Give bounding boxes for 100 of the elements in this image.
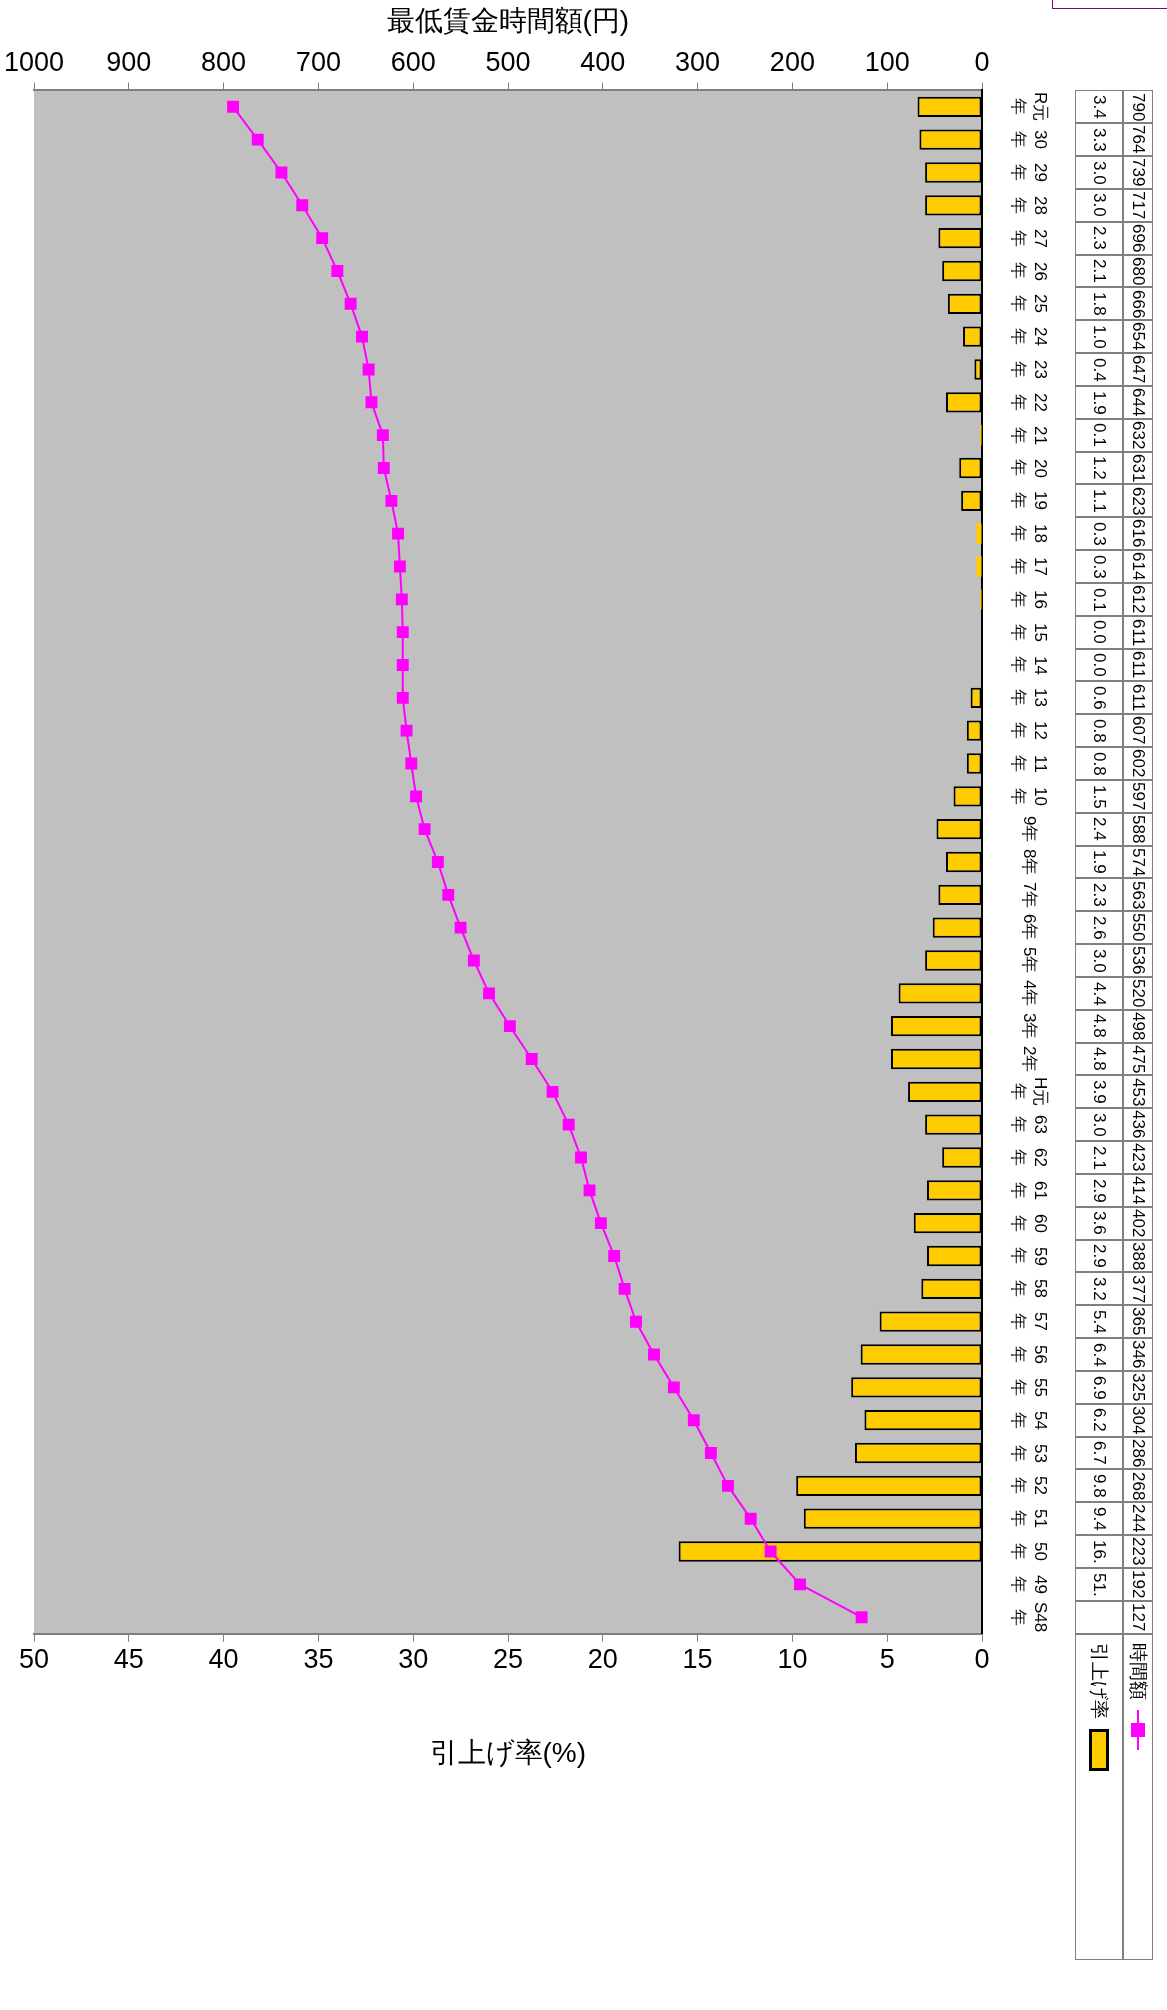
x-tick-label: 30 [398,1644,429,1675]
point [575,1151,587,1164]
y-tick-label: 28年 [1007,194,1051,217]
data-label: 0.6 [1075,681,1123,715]
point [376,429,389,442]
y-tick-label: 15年 [1007,621,1051,644]
data-label: 680 [1123,254,1153,288]
y-tick-label: 16年 [1007,588,1051,611]
data-label: 597 [1123,779,1153,813]
y-tick-label: 6年 [1018,913,1040,943]
data-label: 717 [1123,188,1153,222]
data-label: 9.8 [1075,1469,1123,1503]
data-label: 453 [1123,1075,1153,1109]
y-tick-label: 25年 [1007,293,1051,316]
point [483,987,495,1000]
data-label: 4.4 [1075,976,1123,1010]
data-label: 3.0 [1075,944,1123,977]
data-label: 304 [1123,1403,1153,1437]
y-tick-label: 18年 [1007,523,1051,546]
point [525,1053,538,1065]
y-tick-label: 63年 [1007,1114,1051,1137]
data-label: 3.0 [1075,188,1123,222]
data-label: 3.6 [1075,1206,1123,1240]
y-tick-label: 21年 [1007,424,1051,447]
y-tick-label: 7年 [1018,880,1040,911]
data-label: 6.7 [1075,1436,1123,1470]
data-label: 0.8 [1075,714,1123,748]
data-label: 631 [1123,451,1153,485]
y-tick-label: 22年 [1007,391,1051,414]
y-tick-label: 10年 [1007,785,1051,808]
data-label: 402 [1123,1206,1153,1240]
data-label: 563 [1123,878,1153,912]
point [362,363,375,376]
data-label: 739 [1123,156,1153,189]
point [393,560,406,573]
data-label: 268 [1123,1469,1153,1503]
point [608,1250,621,1262]
y-tick-label: 56年 [1007,1344,1051,1366]
point [405,757,418,770]
point [396,626,409,639]
y-tick-label: 62年 [1007,1147,1051,1169]
data-label: 1.8 [1075,287,1123,321]
data-label: 654 [1123,320,1153,354]
point [562,1118,575,1131]
data-label: 0.1 [1075,418,1123,452]
y-tick-label: 20年 [1007,457,1051,480]
data-label: 612 [1123,582,1153,616]
data-label: 9.4 [1075,1502,1123,1536]
y-tick-label: 2年 [1018,1044,1040,1075]
x2-axis-title: 最低賃金時間額(円) [386,4,630,38]
data-label: 192 [1123,1567,1153,1601]
data-label: 2.6 [1075,911,1123,945]
y-tick-label: 4年 [1018,979,1040,1009]
data-label: 423 [1123,1141,1153,1174]
point [418,823,431,836]
point [855,1611,868,1624]
point [648,1348,660,1361]
data-label: 475 [1123,1042,1153,1076]
data-label: 3.0 [1075,1108,1123,1142]
x-axis-title: 引上げ率(%) [429,1735,587,1770]
y-tick-label: 53年 [1007,1442,1051,1465]
x2-tick-label: 800 [201,46,247,77]
point [275,166,288,179]
y-tick-label: 11年 [1007,753,1051,775]
data-label: 611 [1123,681,1153,715]
y-tick-label: 24年 [1007,326,1051,349]
data-label: 2.3 [1075,221,1123,255]
x2-tick-label: 1000 [3,46,65,77]
data-label: 0.0 [1075,615,1123,649]
y-tick-label: 27年 [1007,227,1051,250]
data-label: 377 [1123,1272,1153,1306]
data-label: 0.4 [1075,353,1123,386]
data-label: 6.4 [1075,1338,1123,1371]
data-label: 2.1 [1075,254,1123,288]
y-tick-label: 59年 [1007,1245,1051,1268]
point [687,1414,700,1427]
point [396,659,409,671]
point [721,1479,734,1492]
x-tick-label: 20 [587,1644,618,1675]
y-tick-label: 51年 [1007,1508,1051,1531]
data-label: 1.5 [1075,779,1123,813]
y-tick-label: 55年 [1007,1376,1051,1399]
data-label: 414 [1123,1173,1153,1207]
data-label: 1.9 [1075,845,1123,879]
data-label: 2.1 [1075,1141,1123,1174]
data-label: 588 [1123,812,1153,846]
point [454,921,467,934]
x-tick-label: 15 [682,1644,713,1675]
y-tick-label: 58年 [1007,1278,1051,1301]
point [344,297,357,310]
data-label: 614 [1123,550,1153,583]
x-tick-label: 0 [974,1644,990,1675]
y-tick-label: 17年 [1007,556,1051,578]
x2-tick-label: 400 [580,46,626,77]
point [385,494,398,507]
data-label: 616 [1123,517,1153,551]
y-tick-label: S48年 [1007,1601,1051,1634]
y-tick-label: 30年 [1007,129,1051,152]
point [667,1381,680,1394]
text: 時間額 [1127,1642,1150,1700]
